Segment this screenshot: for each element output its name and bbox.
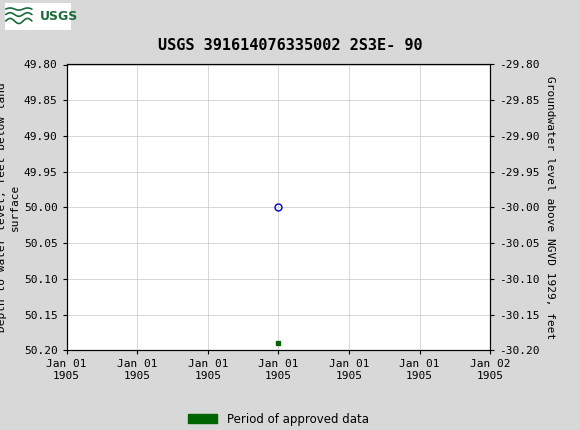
Y-axis label: Depth to water level, feet below land
surface: Depth to water level, feet below land su… bbox=[0, 83, 20, 332]
Legend: Period of approved data: Period of approved data bbox=[183, 408, 374, 430]
Y-axis label: Groundwater level above NGVD 1929, feet: Groundwater level above NGVD 1929, feet bbox=[545, 76, 555, 339]
Text: USGS 391614076335002 2S3E- 90: USGS 391614076335002 2S3E- 90 bbox=[158, 38, 422, 52]
Text: USGS: USGS bbox=[39, 9, 78, 23]
FancyBboxPatch shape bbox=[5, 3, 71, 30]
